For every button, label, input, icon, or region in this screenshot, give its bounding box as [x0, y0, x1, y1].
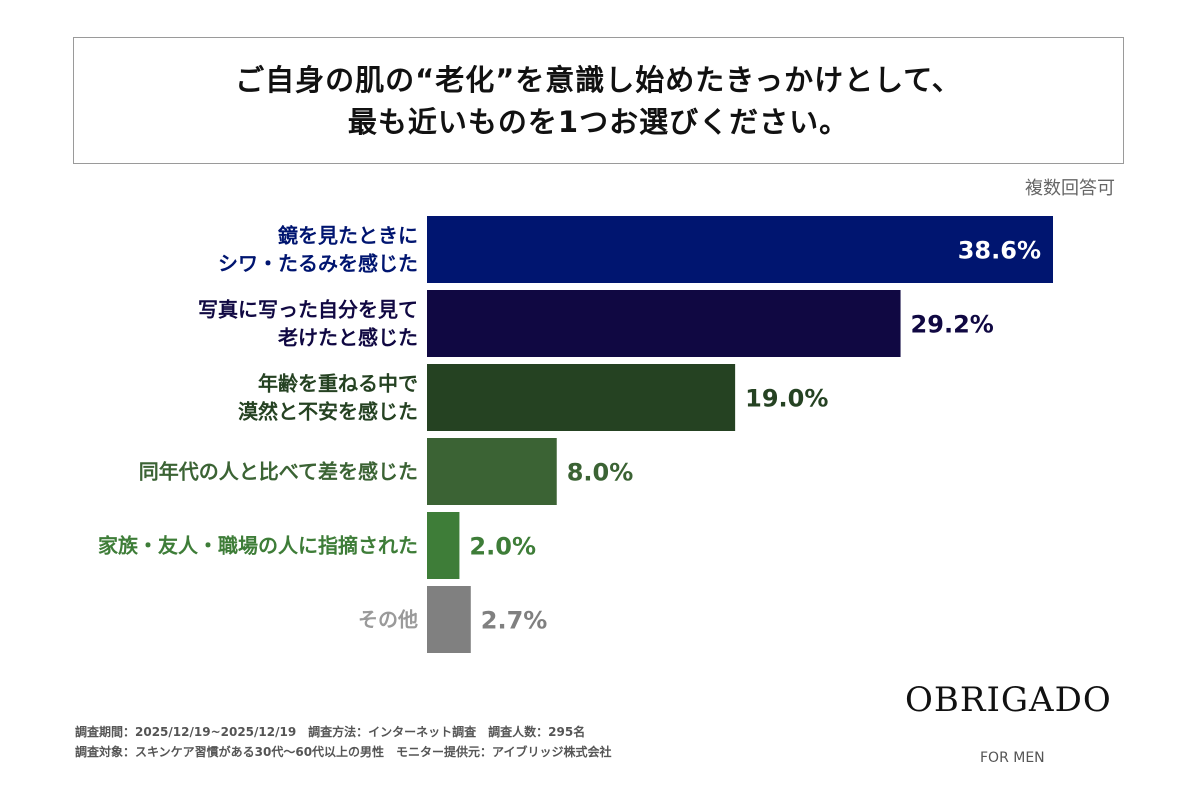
title-line-1: ご自身の肌の“老化”を意識し始めたきっかけとして、	[235, 62, 962, 97]
bar	[427, 586, 471, 653]
category-label: 漠然と不安を感じた	[238, 400, 418, 424]
value-label: 2.7%	[481, 607, 548, 635]
bar	[427, 512, 460, 579]
question-title-box: ご自身の肌の“老化”を意識し始めたきっかけとして、 最も近いものを1つお選びくだ…	[73, 37, 1124, 164]
bar	[427, 216, 1053, 283]
value-label: 29.2%	[911, 311, 994, 339]
category-label: 鏡を見たときに	[278, 224, 418, 248]
footer-line-2: 調査対象：スキンケア習慣がある30代～60代以上の男性 モニター提供元：アイブリ…	[75, 745, 612, 759]
category-label: 写真に写った自分を見て	[198, 298, 418, 322]
category-label: シワ・たるみを感じた	[218, 252, 418, 276]
bar	[427, 364, 736, 431]
value-label: 8.0%	[567, 459, 634, 487]
value-label: 19.0%	[745, 385, 828, 413]
brand-logo: OBRIGADO	[905, 680, 1112, 720]
category-label: 家族・友人・職場の人に指摘された	[98, 534, 418, 558]
bar	[427, 438, 557, 505]
survey-footer: 調査期間：2025/12/19~2025/12/19 調査方法：インターネット調…	[75, 722, 611, 762]
multiple-answer-note: 複数回答可	[1025, 178, 1115, 199]
title-line-2: 最も近いものを1つお選びください。	[347, 104, 850, 139]
value-label: 38.6%	[958, 237, 1041, 265]
bar	[427, 290, 901, 357]
category-label: 年齢を重ねる中で	[258, 372, 418, 396]
category-label: 同年代の人と比べて差を感じた	[139, 460, 418, 484]
category-label: その他	[358, 608, 418, 632]
value-label: 2.0%	[469, 533, 536, 561]
brand-tagline: FOR MEN	[980, 750, 1045, 766]
footer-line-1: 調査期間：2025/12/19~2025/12/19 調査方法：インターネット調…	[75, 725, 586, 739]
category-label: 老けたと感じた	[278, 326, 418, 350]
